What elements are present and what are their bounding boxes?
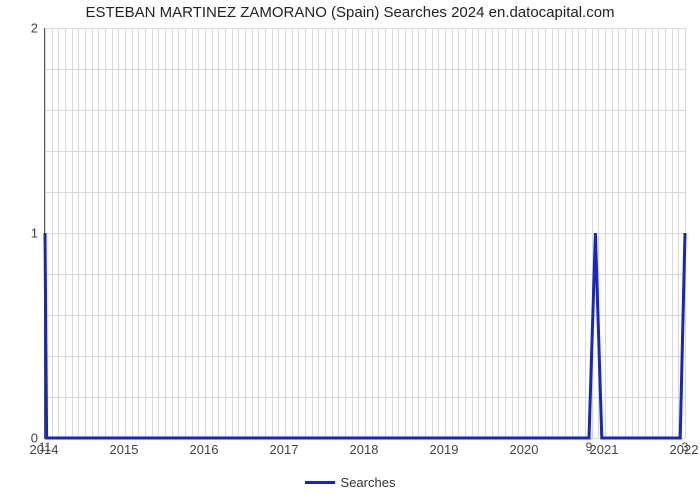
x-tick-label: 2020	[510, 442, 539, 457]
x-tick-label: 2016	[190, 442, 219, 457]
series-line	[45, 28, 685, 438]
plot-area: 1193	[44, 28, 685, 439]
data-point-label: 11	[39, 440, 51, 454]
gridline-vertical	[685, 28, 686, 438]
legend-label: Searches	[341, 475, 396, 490]
chart-title: ESTEBAN MARTINEZ ZAMORANO (Spain) Search…	[0, 4, 700, 21]
chart-container: ESTEBAN MARTINEZ ZAMORANO (Spain) Search…	[0, 0, 700, 500]
x-tick-label: 2018	[350, 442, 379, 457]
x-tick-label: 2017	[270, 442, 299, 457]
x-tick-label: 2021	[590, 442, 619, 457]
legend: Searches	[0, 474, 700, 490]
x-tick-label: 2015	[110, 442, 139, 457]
data-point-label: 3	[682, 440, 689, 454]
legend-swatch	[305, 481, 335, 484]
data-point-label: 9	[586, 440, 593, 454]
x-tick-label: 2019	[430, 442, 459, 457]
y-tick-label: 1	[8, 226, 38, 241]
y-tick-label: 2	[8, 21, 38, 36]
